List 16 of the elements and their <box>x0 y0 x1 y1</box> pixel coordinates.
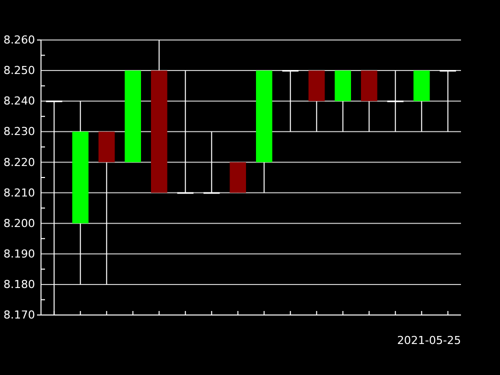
y-tick-label: 8.240 <box>4 94 35 108</box>
y-tick-label: 8.230 <box>4 125 35 138</box>
text: 2021-05-25 <box>397 334 461 347</box>
candlestick <box>282 70 299 132</box>
y-tick-label: 8.220 <box>4 156 35 169</box>
candlestick <box>387 70 404 132</box>
y-tick-label: 8.260 <box>4 34 35 47</box>
candlestick <box>203 131 220 194</box>
y-tick-label: 8.190 <box>4 247 35 260</box>
y-tick-label: 8.200 <box>4 216 35 230</box>
candlestick <box>177 70 194 194</box>
y-tick-label: 8.250 <box>4 64 35 78</box>
candlestick <box>440 70 456 132</box>
y-tick-label: 8.210 <box>4 186 35 200</box>
y-tick-label: 8.170 <box>4 308 35 322</box>
y-tick-label: 8.180 <box>4 278 35 291</box>
